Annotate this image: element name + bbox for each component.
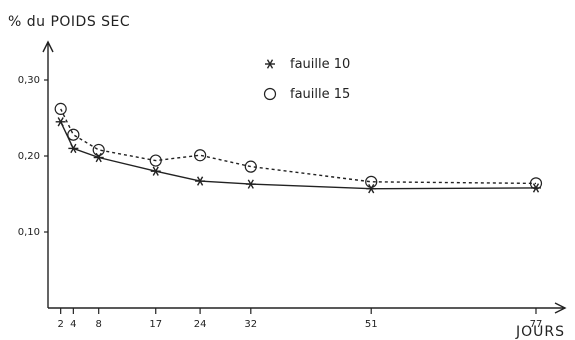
x-ticks: 2 4 8 17 24 32 51 77 <box>57 308 542 330</box>
x-tick-label: 77 <box>530 319 543 330</box>
x-axis-arrow <box>554 302 567 314</box>
legend-marker-1 <box>265 59 275 69</box>
series-group <box>54 102 543 194</box>
x-tick-label: 51 <box>365 319 378 330</box>
y-tick-label: 0,20 <box>18 151 40 162</box>
series-2-point <box>149 154 162 167</box>
legend-label-2: fauille 15 <box>290 87 350 102</box>
series-2-point <box>67 128 80 141</box>
x-tick-label: 2 <box>57 319 63 330</box>
series-1-point <box>245 179 256 189</box>
x-tick-label: 17 <box>149 319 162 330</box>
series-1-point <box>195 176 206 186</box>
y-tick-label: 0,10 <box>18 227 40 238</box>
series-1-point <box>366 183 377 194</box>
y-axis-arrow <box>42 40 54 53</box>
series-2-point <box>529 177 543 190</box>
series-line-1 <box>60 121 537 190</box>
series-1-point <box>150 166 161 176</box>
series-2-point <box>92 143 105 157</box>
y-ticks: 0,10 0,20 0,30 <box>18 75 48 238</box>
series-1-point <box>68 143 79 154</box>
x-tick-label: 8 <box>96 319 102 330</box>
x-tick-label: 32 <box>244 319 257 330</box>
series-2-point <box>365 175 378 188</box>
series-1-point <box>55 117 66 127</box>
y-tick-label: 0,30 <box>18 75 40 86</box>
series-2-point <box>194 149 207 162</box>
x-axis-label: JOURS <box>515 324 565 340</box>
legend-label-1: fauille 10 <box>290 57 350 72</box>
x-tick-label: 24 <box>194 319 207 330</box>
series-line-2 <box>60 108 537 185</box>
legend-marker-2 <box>263 87 277 101</box>
x-tick-label: 4 <box>70 319 76 330</box>
series-2-point <box>54 102 67 115</box>
series-2-point <box>244 160 257 173</box>
legend: fauille 10 fauille 15 <box>263 57 350 102</box>
chart-title: % du POIDS SEC <box>8 14 130 30</box>
axes <box>42 40 567 314</box>
